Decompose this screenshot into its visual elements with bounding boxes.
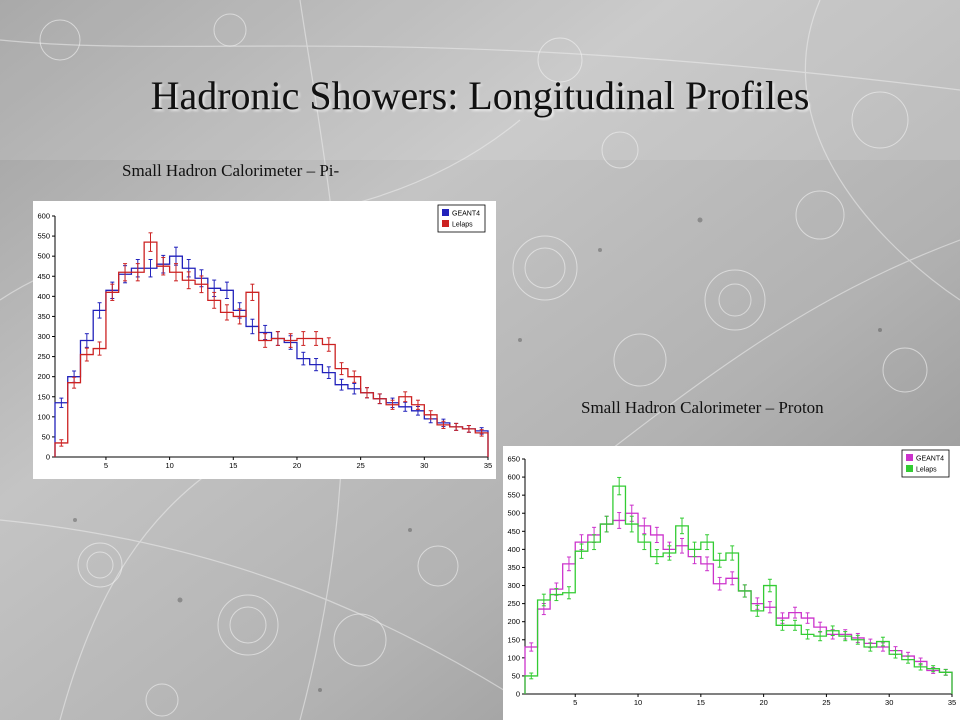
x-tick-label: 35 [948,698,956,707]
pi-minus-profile-chart: 0 50 100 150 200 250 300 350 400 450 500 550 600 5 10 1… [33,201,496,479]
proton-profile-svg: 0 50 100 150 200 250 300 350 400 450 500 550 600 650 5… [507,449,956,707]
x-tick-label: 15 [229,461,237,470]
y-tick-label: 350 [37,312,50,321]
x-tick-label: 25 [356,461,364,470]
x-tick-label: 20 [759,698,767,707]
y-tick-label: 500 [37,252,50,261]
y-tick-label: 550 [507,491,520,500]
y-tick-label: 450 [37,272,50,281]
series-geant4 [524,504,953,694]
series-step-line [524,485,953,694]
x-tick-label: 30 [885,698,893,707]
y-tick-label: 200 [507,617,520,626]
y-tick-label: 600 [507,473,520,482]
x-tick-label: 10 [165,461,173,470]
y-tick-label: 600 [37,212,50,221]
y-tick-label: 400 [507,545,520,554]
legend-swatch [906,465,913,472]
x-tick-label: 10 [634,698,642,707]
legend-swatch [906,454,913,461]
y-tick-label: 250 [37,352,50,361]
pi-chart-caption: Small Hadron Calorimeter – Pi- [122,161,340,180]
series-lelaps [54,232,489,457]
proton-chart-caption: Small Hadron Calorimeter – Proton [581,398,824,417]
legend-label: Lelaps [916,467,937,474]
series-geant4 [54,246,489,457]
y-tick-label: 300 [37,332,50,341]
y-tick-label: 0 [516,690,520,699]
y-tick-label: 300 [507,581,520,590]
y-tick-label: 350 [507,563,520,572]
x-tick-label: 25 [822,698,830,707]
y-tick-label: 550 [37,232,50,241]
y-tick-label: 500 [507,509,520,518]
pi-minus-profile-svg: 0 50 100 150 200 250 300 350 400 450 500 550 600 5 10 1… [37,204,492,470]
y-tick-label: 0 [46,453,50,462]
y-tick-label: 650 [507,455,520,464]
legend-label: GEANT4 [916,456,944,463]
y-tick-label: 150 [507,635,520,644]
legend-label: GEANT4 [452,211,480,218]
y-tick-label: 50 [42,432,50,441]
y-tick-label: 450 [507,527,520,536]
y-tick-label: 50 [512,671,520,680]
x-tick-label: 5 [573,698,577,707]
legend-swatch [442,209,449,216]
legend-swatch [442,220,449,227]
series-step-line [524,512,953,694]
x-tick-label: 35 [484,461,492,470]
x-tick-label: 5 [104,461,108,470]
y-tick-label: 400 [37,292,50,301]
x-tick-label: 20 [293,461,301,470]
x-tick-label: 30 [420,461,428,470]
series-step-line [54,255,489,457]
legend-label: Lelaps [452,222,473,229]
x-tick-label: 15 [697,698,705,707]
y-tick-label: 200 [37,372,50,381]
series-step-line [54,241,489,457]
y-tick-label: 150 [37,392,50,401]
y-tick-label: 250 [507,599,520,608]
y-tick-label: 100 [37,412,50,421]
series-lelaps [524,476,953,694]
proton-profile-chart: 0 50 100 150 200 250 300 350 400 450 500 550 600 650 5… [503,446,960,720]
slide-title: Hadronic Showers: Longitudinal Profiles [150,73,810,118]
y-tick-label: 100 [507,653,520,662]
